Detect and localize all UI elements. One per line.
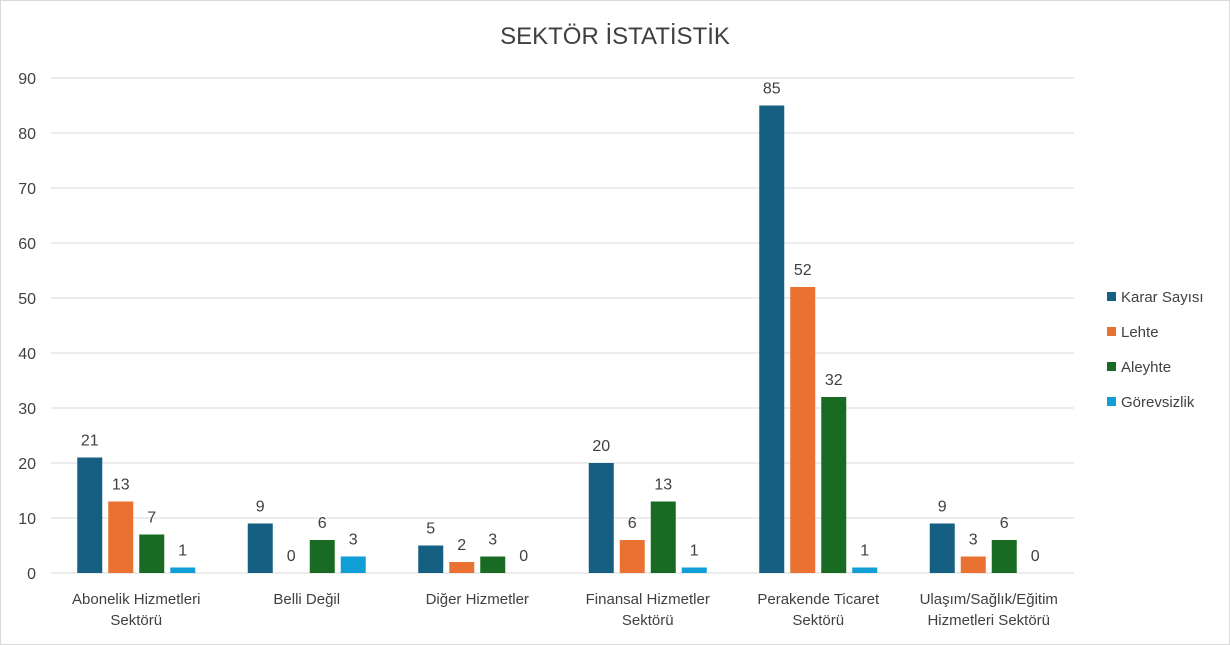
data-label: 13 — [654, 477, 672, 494]
x-axis-categories: Abonelik Hizmetleri Sektörü Belli Değil Diğ… — [72, 591, 1058, 629]
bar — [108, 501, 134, 573]
data-label: 3 — [969, 532, 978, 549]
data-label: 3 — [488, 532, 497, 549]
bar — [588, 463, 614, 573]
bar — [960, 556, 986, 573]
data-label: 21 — [81, 433, 99, 450]
bar — [170, 567, 196, 573]
legend-swatch — [1107, 397, 1116, 406]
bar — [821, 397, 847, 573]
legend-label: Lehte — [1121, 324, 1159, 341]
data-label: 13 — [112, 477, 130, 494]
legend-label: Karar Sayısı — [1121, 289, 1204, 306]
data-label: 0 — [1031, 548, 1040, 565]
data-label: 1 — [690, 543, 699, 560]
y-axis-ticks: 0 10 20 30 40 50 60 70 80 90 — [18, 71, 36, 583]
y-tick-label: 20 — [18, 456, 36, 473]
bar — [418, 545, 444, 573]
data-label: 6 — [628, 515, 637, 532]
y-tick-label: 10 — [18, 511, 36, 528]
data-label: 52 — [794, 262, 812, 279]
bar — [139, 534, 165, 573]
x-category-label: Abonelik Hizmetleri — [72, 591, 200, 608]
bar — [77, 457, 103, 573]
bar — [480, 556, 506, 573]
bar — [681, 567, 707, 573]
x-category-label: Perakende Ticaret — [757, 591, 880, 608]
bar — [650, 501, 676, 573]
data-label: 20 — [592, 438, 610, 455]
bar — [340, 556, 366, 573]
x-category-label: Belli Değil — [273, 591, 340, 608]
y-tick-label: 30 — [18, 401, 36, 418]
x-category-label: Ulaşım/Sağlık/Eğitim — [920, 591, 1058, 608]
bar — [619, 540, 645, 573]
bar — [790, 287, 816, 573]
data-label: 2 — [457, 537, 466, 554]
data-label: 32 — [825, 372, 843, 389]
data-label: 6 — [318, 515, 327, 532]
bar — [759, 105, 785, 573]
data-label: 0 — [519, 548, 528, 565]
legend-label: Aleyhte — [1121, 359, 1171, 376]
data-label: 3 — [349, 532, 358, 549]
bar — [991, 540, 1017, 573]
chart-title: SEKTÖR İSTATİSTİK — [500, 23, 730, 50]
x-category-label: Sektörü — [110, 612, 162, 629]
data-label: 1 — [860, 543, 869, 560]
data-label: 0 — [287, 548, 296, 565]
legend-swatch — [1107, 362, 1116, 371]
y-tick-label: 0 — [27, 566, 36, 583]
legend-swatch — [1107, 292, 1116, 301]
data-label: 9 — [938, 499, 947, 516]
legend-label: Görevsizlik — [1121, 394, 1195, 411]
data-label: 1 — [178, 543, 187, 560]
legend: Karar Sayısı Lehte Aleyhte Görevsizlik — [1107, 289, 1204, 411]
x-category-label: Sektörü — [622, 612, 674, 629]
legend-swatch — [1107, 327, 1116, 336]
data-label: 5 — [426, 521, 435, 538]
bar — [247, 523, 273, 573]
x-category-label: Finansal Hizmetler — [586, 591, 710, 608]
y-tick-label: 80 — [18, 126, 36, 143]
x-category-label: Hizmetleri Sektörü — [927, 612, 1050, 629]
gridlines — [51, 77, 1074, 574]
y-tick-label: 40 — [18, 346, 36, 363]
y-tick-label: 60 — [18, 236, 36, 253]
data-label: 6 — [1000, 515, 1009, 532]
y-tick-label: 50 — [18, 291, 36, 308]
bars — [77, 105, 1017, 573]
bar — [449, 562, 475, 573]
y-tick-label: 70 — [18, 181, 36, 198]
data-label: 9 — [256, 499, 265, 516]
bar — [929, 523, 955, 573]
data-label: 7 — [147, 510, 156, 527]
data-label: 85 — [763, 81, 781, 98]
bar — [852, 567, 878, 573]
x-category-label: Sektörü — [792, 612, 844, 629]
bar — [309, 540, 335, 573]
x-category-label: Diğer Hizmetler — [426, 591, 529, 608]
y-tick-label: 90 — [18, 71, 36, 88]
